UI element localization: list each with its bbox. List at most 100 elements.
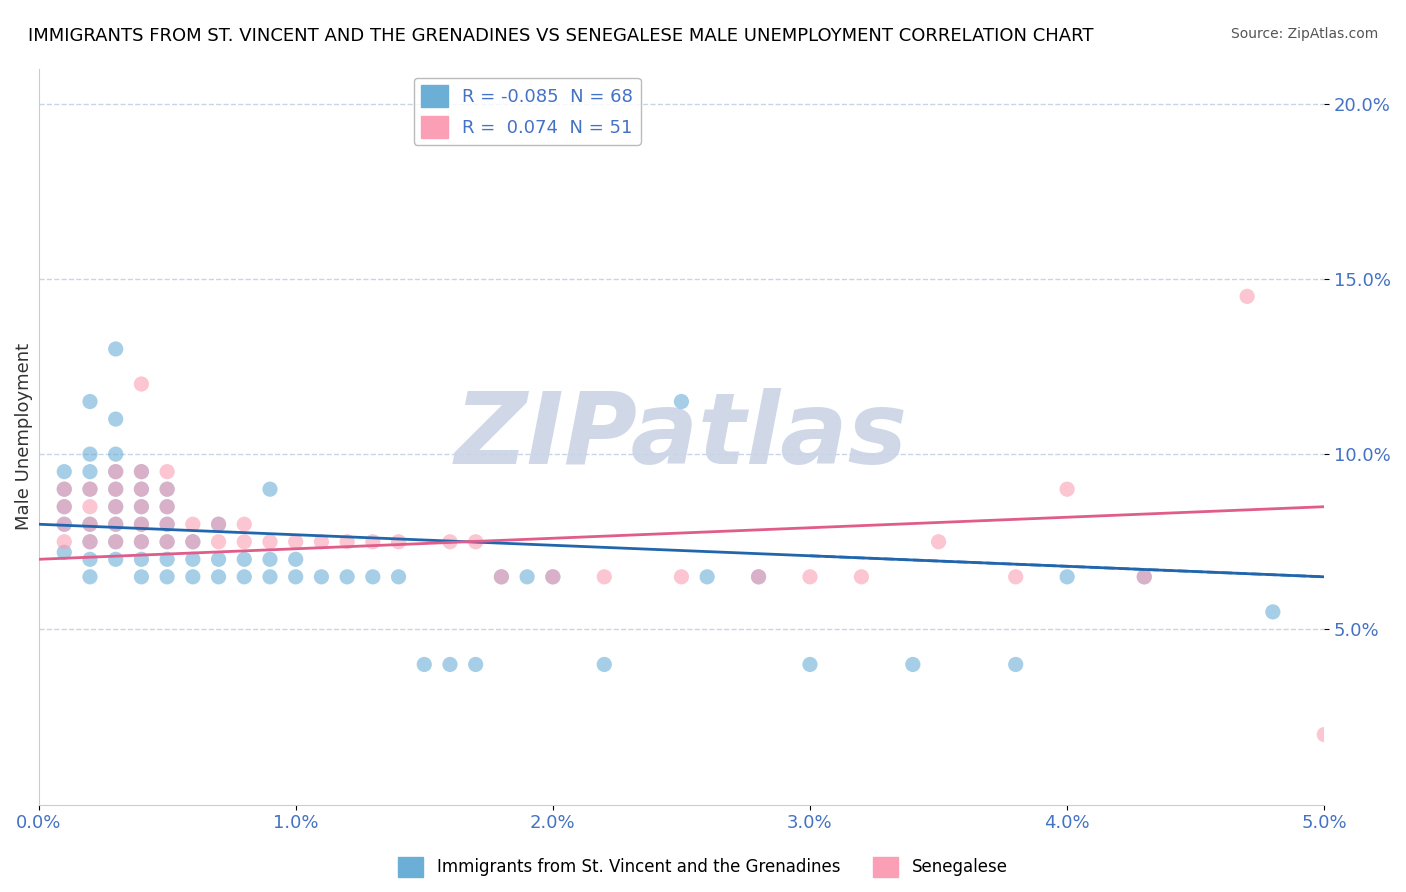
Immigrants from St. Vincent and the Grenadines [311,570,333,584]
Immigrants from St. Vincent and the Grenadines [104,465,127,479]
Immigrants from St. Vincent and the Grenadines [593,657,616,672]
Senegalese [79,482,101,496]
Immigrants from St. Vincent and the Grenadines [464,657,486,672]
Immigrants from St. Vincent and the Grenadines [79,517,101,532]
Senegalese [233,534,256,549]
Immigrants from St. Vincent and the Grenadines [181,534,204,549]
Senegalese [131,377,153,392]
Senegalese [1236,289,1258,303]
Immigrants from St. Vincent and the Grenadines [53,517,76,532]
Immigrants from St. Vincent and the Grenadines [1133,570,1156,584]
Senegalese [748,570,770,584]
Immigrants from St. Vincent and the Grenadines [79,552,101,566]
Immigrants from St. Vincent and the Grenadines [541,570,564,584]
Senegalese [104,465,127,479]
Immigrants from St. Vincent and the Grenadines [104,552,127,566]
Immigrants from St. Vincent and the Grenadines [181,552,204,566]
Senegalese [439,534,461,549]
Immigrants from St. Vincent and the Grenadines [439,657,461,672]
Immigrants from St. Vincent and the Grenadines [233,552,256,566]
Senegalese [928,534,950,549]
Senegalese [156,482,179,496]
Legend: R = -0.085  N = 68, R =  0.074  N = 51: R = -0.085 N = 68, R = 0.074 N = 51 [413,78,641,145]
Immigrants from St. Vincent and the Grenadines [53,500,76,514]
Senegalese [207,534,229,549]
Senegalese [181,534,204,549]
Text: Source: ZipAtlas.com: Source: ZipAtlas.com [1230,27,1378,41]
Immigrants from St. Vincent and the Grenadines [696,570,718,584]
Immigrants from St. Vincent and the Grenadines [207,517,229,532]
Senegalese [156,465,179,479]
Senegalese [104,500,127,514]
Senegalese [233,517,256,532]
Immigrants from St. Vincent and the Grenadines [671,394,693,409]
Immigrants from St. Vincent and the Grenadines [104,342,127,356]
Senegalese [851,570,873,584]
Immigrants from St. Vincent and the Grenadines [207,552,229,566]
Immigrants from St. Vincent and the Grenadines [901,657,924,672]
Senegalese [53,482,76,496]
Immigrants from St. Vincent and the Grenadines [131,482,153,496]
Immigrants from St. Vincent and the Grenadines [1261,605,1284,619]
Immigrants from St. Vincent and the Grenadines [207,570,229,584]
Senegalese [131,465,153,479]
Legend: Immigrants from St. Vincent and the Grenadines, Senegalese: Immigrants from St. Vincent and the Gren… [392,850,1014,884]
Senegalese [131,482,153,496]
Immigrants from St. Vincent and the Grenadines [131,570,153,584]
Immigrants from St. Vincent and the Grenadines [361,570,384,584]
Senegalese [79,500,101,514]
Immigrants from St. Vincent and the Grenadines [131,465,153,479]
Senegalese [284,534,307,549]
Immigrants from St. Vincent and the Grenadines [104,534,127,549]
Senegalese [104,517,127,532]
Immigrants from St. Vincent and the Grenadines [79,534,101,549]
Senegalese [79,517,101,532]
Immigrants from St. Vincent and the Grenadines [131,500,153,514]
Immigrants from St. Vincent and the Grenadines [156,534,179,549]
Immigrants from St. Vincent and the Grenadines [104,482,127,496]
Immigrants from St. Vincent and the Grenadines [156,517,179,532]
Immigrants from St. Vincent and the Grenadines [748,570,770,584]
Immigrants from St. Vincent and the Grenadines [53,482,76,496]
Senegalese [464,534,486,549]
Immigrants from St. Vincent and the Grenadines [156,500,179,514]
Immigrants from St. Vincent and the Grenadines [233,570,256,584]
Immigrants from St. Vincent and the Grenadines [284,552,307,566]
Immigrants from St. Vincent and the Grenadines [79,570,101,584]
Immigrants from St. Vincent and the Grenadines [53,465,76,479]
Senegalese [671,570,693,584]
Immigrants from St. Vincent and the Grenadines [79,394,101,409]
Immigrants from St. Vincent and the Grenadines [336,570,359,584]
Senegalese [207,517,229,532]
Immigrants from St. Vincent and the Grenadines [1004,657,1026,672]
Immigrants from St. Vincent and the Grenadines [387,570,409,584]
Immigrants from St. Vincent and the Grenadines [79,465,101,479]
Senegalese [259,534,281,549]
Immigrants from St. Vincent and the Grenadines [131,517,153,532]
Immigrants from St. Vincent and the Grenadines [284,570,307,584]
Text: IMMIGRANTS FROM ST. VINCENT AND THE GRENADINES VS SENEGALESE MALE UNEMPLOYMENT C: IMMIGRANTS FROM ST. VINCENT AND THE GREN… [28,27,1094,45]
Y-axis label: Male Unemployment: Male Unemployment [15,343,32,530]
Senegalese [156,517,179,532]
Immigrants from St. Vincent and the Grenadines [131,552,153,566]
Senegalese [491,570,513,584]
Senegalese [79,534,101,549]
Senegalese [336,534,359,549]
Immigrants from St. Vincent and the Grenadines [156,482,179,496]
Senegalese [131,534,153,549]
Immigrants from St. Vincent and the Grenadines [79,447,101,461]
Immigrants from St. Vincent and the Grenadines [181,570,204,584]
Immigrants from St. Vincent and the Grenadines [491,570,513,584]
Senegalese [593,570,616,584]
Text: ZIPatlas: ZIPatlas [456,388,908,485]
Senegalese [156,534,179,549]
Immigrants from St. Vincent and the Grenadines [259,552,281,566]
Senegalese [1133,570,1156,584]
Senegalese [104,534,127,549]
Immigrants from St. Vincent and the Grenadines [104,447,127,461]
Senegalese [131,517,153,532]
Immigrants from St. Vincent and the Grenadines [104,500,127,514]
Immigrants from St. Vincent and the Grenadines [131,534,153,549]
Immigrants from St. Vincent and the Grenadines [53,545,76,559]
Senegalese [541,570,564,584]
